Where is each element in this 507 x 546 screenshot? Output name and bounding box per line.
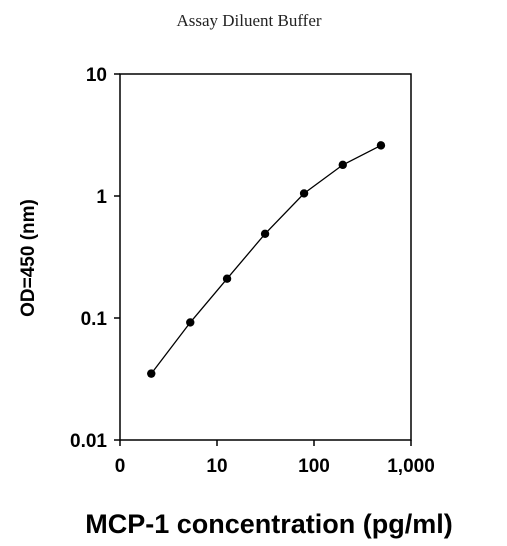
- data-point: [338, 160, 347, 170]
- axes: [119, 73, 412, 441]
- data-point: [299, 189, 309, 198]
- x-axis-label: MCP-1 concentration (pg/ml): [85, 509, 453, 539]
- x-tick-label: 0: [115, 456, 126, 477]
- chart-title: Assay Diluent Buffer: [176, 11, 321, 30]
- y-tick-label: 0.1: [81, 309, 108, 330]
- data-point: [260, 229, 270, 238]
- data-point: [376, 141, 386, 150]
- data-point: [147, 369, 156, 378]
- x-tick-label: 100: [298, 456, 330, 477]
- data-point: [186, 318, 195, 327]
- plot-frame: [119, 73, 412, 441]
- data-point: [222, 274, 232, 283]
- y-tick-label: 10: [86, 65, 107, 86]
- series: [147, 141, 386, 378]
- y-axis-label: OD=450 (nm): [18, 199, 39, 317]
- y-tick-label: 1: [96, 187, 107, 208]
- y-tick-label: 0.01: [70, 431, 107, 452]
- series-line: [150, 144, 382, 374]
- x-tick-label: 1,000: [387, 456, 435, 477]
- x-tick-label: 10: [206, 456, 227, 477]
